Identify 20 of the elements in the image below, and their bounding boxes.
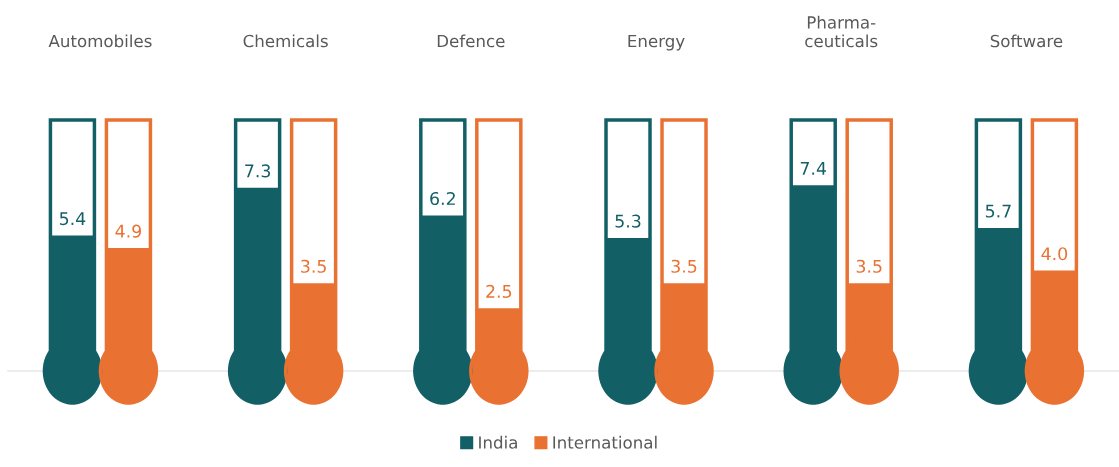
- x-tick-label: Automobiles: [48, 34, 152, 48]
- data-label: 3.5: [856, 259, 882, 273]
- x-tick-label: Defence: [437, 34, 505, 48]
- data-label: 3.5: [301, 259, 326, 273]
- x-tick-label: Pharma- ceuticals: [805, 15, 878, 48]
- x-tick-label: Chemicals: [243, 34, 328, 48]
- data-label: 2.5: [486, 284, 512, 298]
- x-tick-label: Software: [990, 34, 1063, 48]
- data-label: 7.4: [800, 162, 827, 175]
- legend-label: International: [553, 435, 657, 449]
- x-tick-label: Energy: [628, 34, 685, 51]
- data-label: 3.5: [671, 259, 697, 273]
- data-label: 5.4: [59, 212, 86, 226]
- data-label: 5.7: [985, 204, 1011, 218]
- legend-label: India: [479, 435, 517, 449]
- data-label: 4.0: [1041, 247, 1068, 261]
- data-label: 5.3: [615, 214, 641, 228]
- data-label: 4.9: [115, 224, 142, 238]
- data-label: 6.2: [430, 191, 455, 206]
- data-label: 7.3: [245, 164, 271, 178]
